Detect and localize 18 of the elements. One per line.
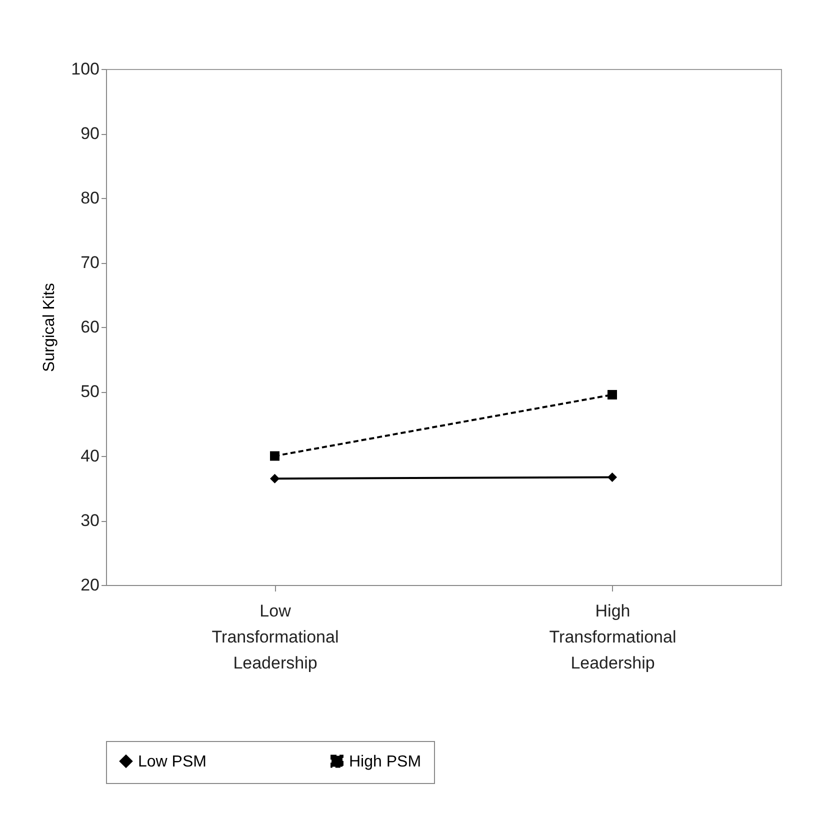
x-tick-label: Low Transformational Leadership (212, 602, 339, 672)
x-tick-label: High Transformational Leadership (549, 602, 676, 672)
y-tick-label: 80 (80, 188, 100, 208)
point (270, 474, 280, 484)
legend-label: High PSM (349, 753, 422, 770)
point (608, 472, 617, 482)
point (608, 390, 617, 400)
y-tick-label: 40 (80, 446, 100, 466)
y-tick-label: 100 (71, 60, 100, 78)
y-tick-label: 60 (80, 318, 100, 336)
y-tick-label: 20 (80, 576, 100, 594)
point (270, 451, 280, 461)
y-tick-label: 30 (80, 511, 100, 530)
y-tick-label: 50 (80, 382, 100, 401)
y-axis-title: Surgical Kits (41, 283, 58, 372)
y-tick-label: 70 (80, 253, 100, 272)
y-tick-label: 90 (80, 124, 100, 143)
legend-label: Low PSM (138, 753, 206, 770)
